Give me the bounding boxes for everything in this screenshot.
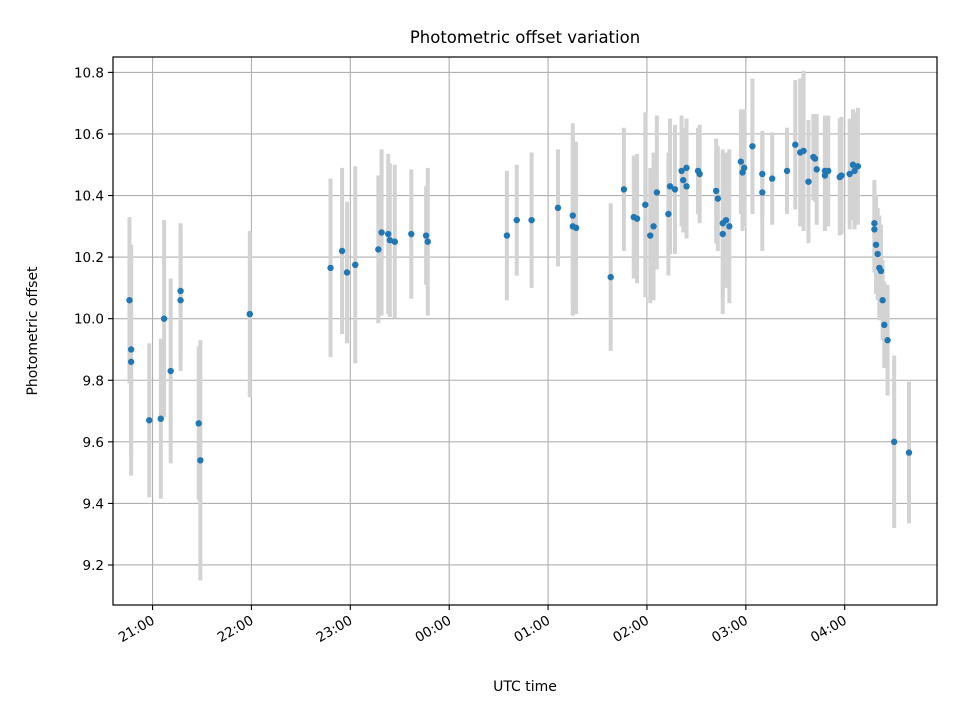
data-point (554, 204, 562, 212)
data-point (874, 250, 881, 258)
data-point (146, 417, 153, 424)
y-tick-label: 10.4 (74, 189, 104, 205)
data-point (783, 167, 791, 175)
y-tick-label: 9.4 (83, 496, 104, 512)
data-point (126, 297, 133, 304)
data-point (195, 420, 202, 427)
data-point (633, 215, 641, 222)
data-point (813, 166, 820, 173)
data-point (647, 232, 654, 239)
data-point (871, 226, 878, 233)
data-point (884, 337, 891, 344)
data-point (620, 186, 628, 193)
y-axis-label: Photometric offset (25, 266, 41, 396)
y-tick-label: 10.6 (74, 127, 104, 143)
data-point (871, 220, 878, 227)
data-point (513, 216, 520, 224)
y-tick-label: 10.2 (74, 250, 104, 266)
data-point (177, 287, 184, 295)
data-point (759, 189, 766, 196)
data-point (503, 232, 511, 239)
data-point (769, 175, 776, 182)
data-point (642, 201, 649, 208)
data-point (890, 438, 898, 446)
data-point (683, 164, 690, 172)
data-point (714, 195, 722, 202)
data-point (422, 232, 430, 239)
data-point (327, 264, 334, 272)
data-point (805, 178, 812, 185)
data-point (719, 230, 726, 238)
y-tick-label: 10.8 (74, 65, 104, 81)
data-point (838, 172, 845, 179)
data-point (854, 163, 862, 170)
data-point (246, 310, 253, 318)
data-point (851, 167, 858, 175)
data-points (126, 141, 913, 464)
data-point (696, 170, 703, 178)
data-point (666, 183, 674, 190)
y-tick-label: 10.0 (74, 312, 104, 328)
data-point (343, 269, 351, 276)
data-point (653, 189, 661, 196)
y-tick-label: 9.8 (83, 373, 104, 389)
data-point (127, 358, 135, 365)
y-tick-label: 9.2 (83, 558, 104, 574)
data-point (671, 186, 679, 193)
data-point (879, 297, 886, 304)
data-point (127, 346, 135, 353)
data-point (712, 187, 720, 195)
y-axis-ticks: 9.2 9.4 9.6 9.8 10.0 10.2 10.4 10.6 10.8 (74, 65, 113, 574)
data-point (749, 143, 756, 150)
y-tick-label: 9.6 (83, 435, 104, 451)
data-point (905, 449, 913, 456)
data-point (424, 238, 431, 245)
data-point (792, 141, 799, 148)
data-point (726, 223, 733, 230)
data-point (759, 170, 766, 178)
data-point (800, 147, 807, 155)
data-point (386, 236, 394, 244)
data-point (177, 297, 184, 304)
data-point (378, 229, 385, 236)
x-axis-label: UTC time (493, 679, 557, 695)
data-point (678, 167, 685, 175)
data-point (849, 161, 857, 168)
data-point (391, 238, 399, 245)
data-point (569, 212, 576, 219)
data-point (167, 367, 174, 375)
data-point (375, 246, 382, 253)
data-point (160, 315, 168, 322)
data-point (665, 210, 672, 218)
data-point (872, 241, 880, 248)
data-point (877, 267, 885, 275)
data-point (740, 164, 748, 172)
data-point (881, 321, 888, 329)
data-point (811, 155, 819, 162)
chart-title: Photometric offset variation (410, 28, 640, 47)
data-point (607, 273, 614, 281)
data-point (385, 230, 392, 238)
data-point (408, 230, 415, 238)
data-point (197, 457, 204, 464)
data-point (572, 224, 580, 232)
data-point (821, 172, 829, 179)
data-point (338, 247, 346, 255)
data-point (846, 170, 853, 178)
data-point (528, 216, 535, 224)
data-point (825, 167, 832, 175)
data-point (737, 158, 745, 165)
data-point (650, 223, 657, 230)
data-point (722, 216, 730, 224)
data-point (352, 261, 359, 269)
plot-frame (112, 56, 938, 606)
data-point (157, 415, 164, 422)
data-point (680, 176, 687, 184)
data-point (683, 183, 690, 190)
